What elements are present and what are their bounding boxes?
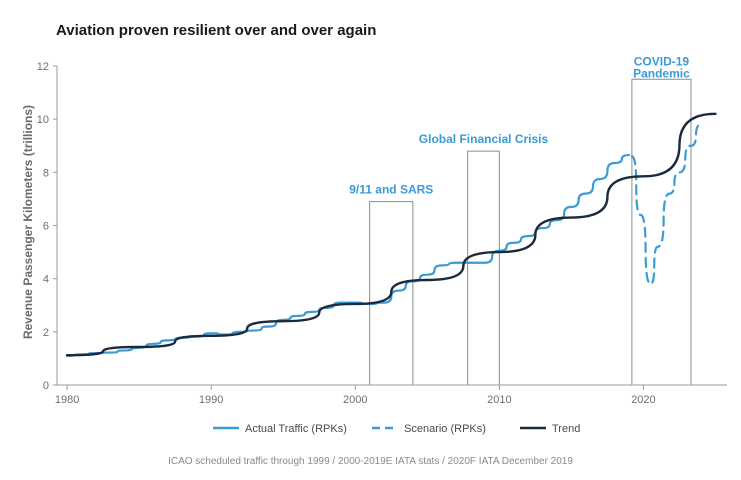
series-line-trend — [65, 112, 717, 357]
annotation-bracket — [467, 150, 500, 385]
chart-title: Aviation proven resilient over and over … — [56, 22, 377, 39]
annotation-label: 9/11 and SARS — [349, 183, 433, 197]
x-tick-label: 2010 — [487, 394, 511, 406]
x-tick-label: 1980 — [55, 394, 79, 406]
annotation-bracket — [369, 201, 414, 385]
x-tick-label: 1990 — [199, 394, 223, 406]
annotations: 9/11 and SARS Global Financial Crisis COVI… — [349, 54, 692, 385]
x-ticks: 1980 1990 2000 2010 2020 — [55, 385, 656, 406]
y-tick-label: 6 — [43, 221, 49, 233]
annotation-bracket — [631, 78, 692, 385]
y-tick-label: 10 — [37, 114, 49, 126]
annotation-label: Pandemic — [633, 66, 690, 80]
annotation-label: COVID-19 — [634, 54, 690, 68]
y-tick-label: 2 — [43, 327, 49, 339]
y-tick-label: 4 — [43, 274, 49, 286]
x-tick-label: 2000 — [343, 394, 367, 406]
annotation-label: Global Financial Crisis — [419, 132, 549, 146]
series — [65, 112, 717, 357]
source-note: ICAO scheduled traffic through 1999 / 20… — [168, 456, 573, 467]
y-tick-label: 0 — [43, 380, 49, 392]
y-tick-label: 8 — [43, 167, 49, 179]
series-line-actual-traffic-rpks — [65, 153, 631, 357]
x-tick-label: 2020 — [631, 394, 655, 406]
series-line-scenario-rpks — [630, 123, 703, 286]
legend: Actual Traffic (RPKs) Scenario (RPKs) Tren… — [213, 423, 580, 435]
legend-label: Trend — [552, 423, 580, 435]
y-tick-label: 12 — [37, 61, 49, 73]
y-ticks: 0 2 4 6 8 10 12 — [37, 61, 57, 392]
plot-frame — [56, 66, 727, 386]
legend-label: Scenario (RPKs) — [404, 423, 486, 435]
legend-label: Actual Traffic (RPKs) — [245, 423, 347, 435]
